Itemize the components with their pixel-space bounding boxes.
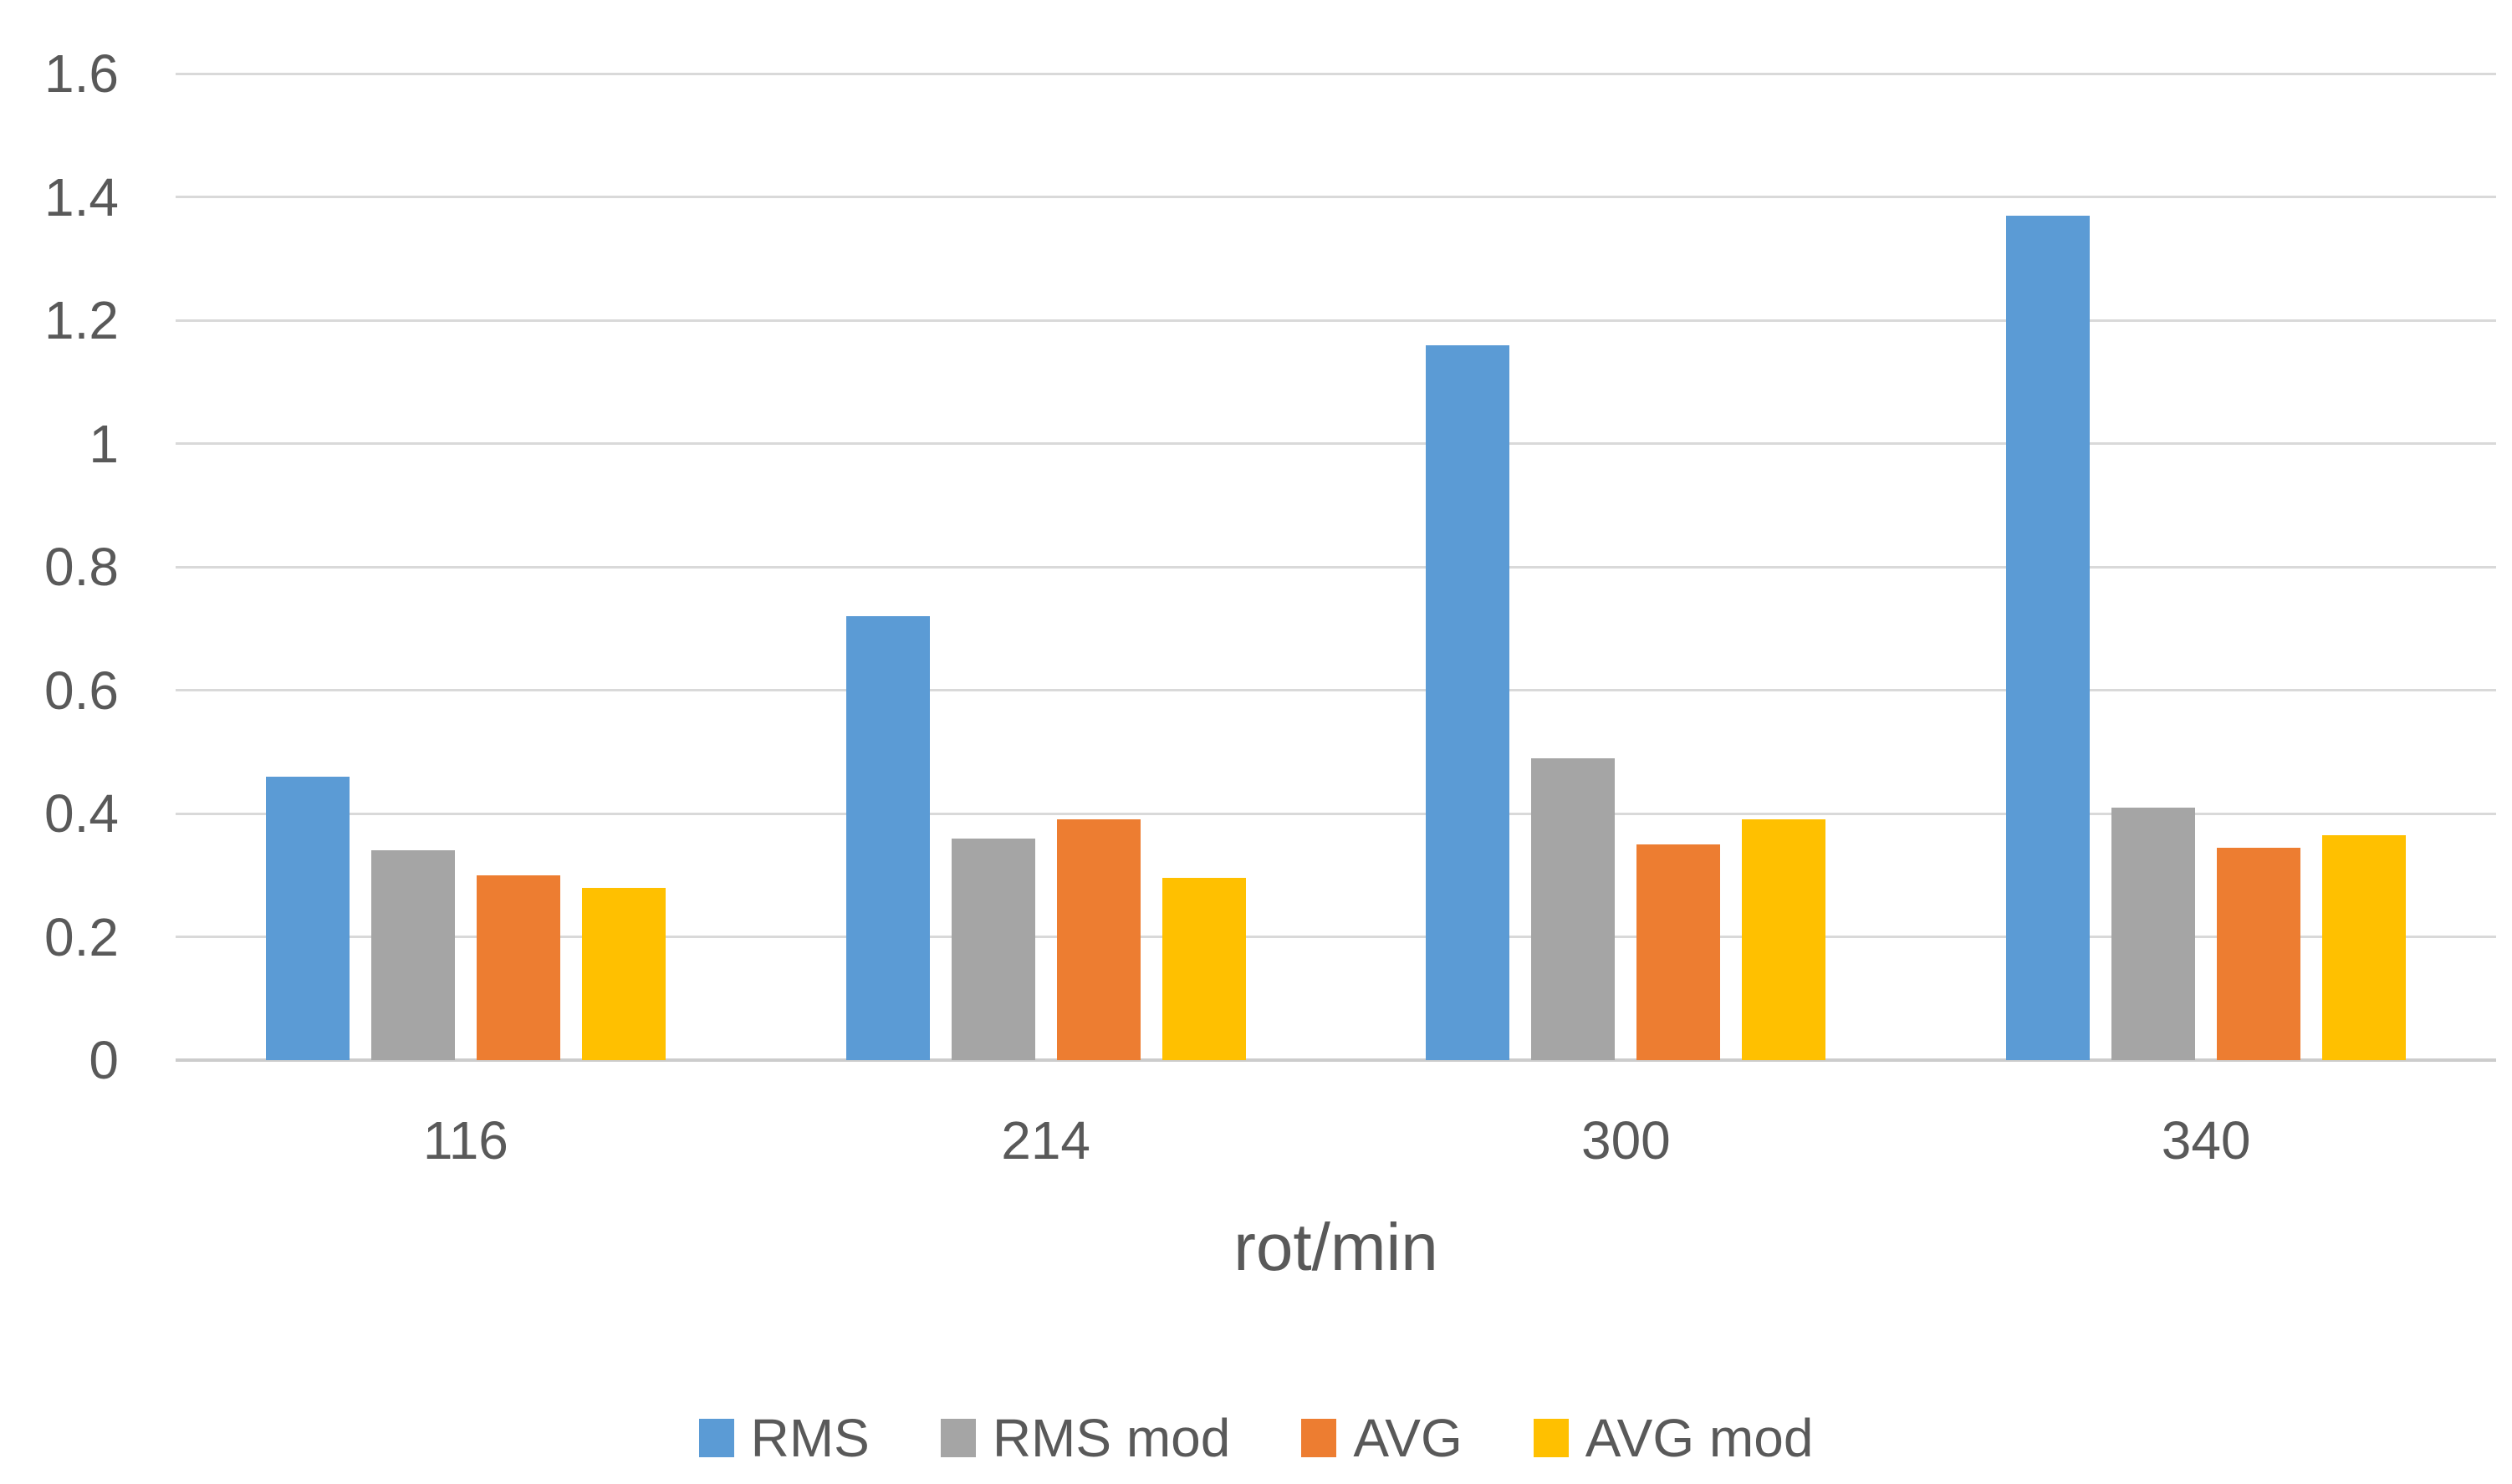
y-gridline <box>176 319 2496 322</box>
y-tick-label: 1.6 <box>44 43 119 104</box>
legend-item-avg-mod: AVG mod <box>1533 1408 1814 1468</box>
bar-rms-mod-300 <box>1531 757 1616 1060</box>
x-tick-label: 214 <box>1001 1110 1091 1170</box>
x-tick-label: 116 <box>422 1110 508 1170</box>
bar-rms-214 <box>845 616 930 1060</box>
legend-item-avg: AVG <box>1301 1408 1463 1468</box>
bar-avg-340 <box>2217 847 2301 1060</box>
x-axis-title: rot/min <box>1233 1210 1438 1284</box>
bar-rms-mod-214 <box>951 838 1035 1060</box>
y-gridline <box>176 565 2496 569</box>
bar-rms-mod-116 <box>370 850 455 1060</box>
y-tick-label: 0.4 <box>44 783 119 844</box>
x-tick-label: 300 <box>1580 1110 1671 1170</box>
y-tick-label: 1 <box>89 413 119 474</box>
bar-rms-mod-340 <box>2111 807 2196 1060</box>
bar-avg-mod-214 <box>1162 878 1246 1060</box>
legend-label: RMS mod <box>992 1408 1231 1468</box>
y-gridline <box>176 689 2496 691</box>
x-axis-line <box>176 1058 2496 1062</box>
y-gridline <box>176 196 2496 198</box>
legend-label: AVG <box>1353 1408 1463 1468</box>
y-tick-label: 0 <box>89 1030 119 1090</box>
bar-avg-mod-340 <box>2322 834 2407 1060</box>
y-tick-label: 0.2 <box>44 906 119 967</box>
x-tick-label: 340 <box>2161 1110 2251 1170</box>
legend-marker-icon <box>1301 1419 1337 1457</box>
y-tick-label: 0.8 <box>44 537 119 597</box>
bar-avg-mod-116 <box>581 887 666 1060</box>
y-gridline <box>176 812 2496 815</box>
y-tick-label: 1.2 <box>44 290 119 350</box>
bar-rms-116 <box>265 776 350 1060</box>
legend-item-rms-mod: RMS mod <box>940 1408 1231 1468</box>
bar-avg-300 <box>1636 844 1721 1060</box>
y-tick-label: 1.4 <box>44 166 119 227</box>
y-gridline <box>176 936 2496 938</box>
legend-label: RMS <box>750 1408 870 1468</box>
bar-avg-mod-300 <box>1742 819 1826 1060</box>
legend-marker-icon <box>940 1419 976 1457</box>
legend-marker-icon <box>698 1419 734 1457</box>
bar-rms-340 <box>2006 215 2091 1060</box>
y-tick-label: 0.6 <box>44 660 119 721</box>
legend-item-rms: RMS <box>698 1408 870 1468</box>
y-gridline <box>176 442 2496 445</box>
bar-avg-214 <box>1056 819 1141 1060</box>
chart-legend: RMS RMS mod AVG AVG mod <box>0 1411 2512 1465</box>
y-gridline <box>176 72 2496 75</box>
bar-avg-116 <box>476 875 560 1060</box>
bar-rms-300 <box>1426 344 1510 1060</box>
legend-marker-icon <box>1533 1419 1569 1457</box>
legend-label: AVG mod <box>1585 1408 1814 1468</box>
